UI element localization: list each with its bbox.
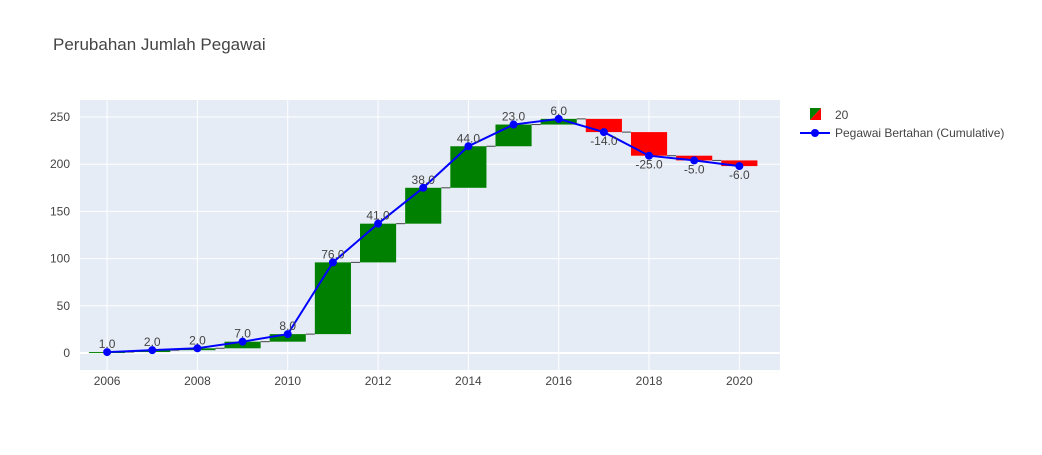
y-tick-label: 250 bbox=[50, 110, 70, 124]
y-tick-label: 0 bbox=[63, 346, 70, 360]
y-tick-label: 50 bbox=[57, 299, 71, 313]
cumulative-line-point bbox=[735, 162, 744, 171]
chart-title: Perubahan Jumlah Pegawai bbox=[53, 35, 266, 54]
cumulative-line-point bbox=[554, 114, 563, 123]
y-tick-label: 100 bbox=[50, 252, 70, 266]
legend[interactable]: 20 Pegawai Bertahan (Cumulative) bbox=[800, 108, 1004, 140]
waterfall-bar bbox=[360, 223, 397, 263]
waterfall-bar bbox=[630, 132, 668, 156]
cumulative-line-point bbox=[509, 120, 518, 129]
x-tick-label: 2006 bbox=[94, 374, 121, 388]
x-axis: 2006 2008 2010 2012 2014 2016 2018 2020 bbox=[94, 374, 753, 388]
waterfall-bar bbox=[314, 262, 351, 335]
bar-value-label: 23.0 bbox=[502, 110, 526, 124]
legend-item-waterfall[interactable]: 20 bbox=[810, 108, 849, 122]
bar-value-label: -6.0 bbox=[729, 168, 750, 182]
bar-value-label: 8.0 bbox=[279, 319, 296, 333]
plot-area bbox=[80, 100, 780, 370]
cumulative-line-point bbox=[283, 330, 292, 339]
x-tick-label: 2008 bbox=[184, 374, 211, 388]
cumulative-line-point bbox=[193, 344, 202, 353]
bar-value-label: 1.0 bbox=[99, 337, 116, 351]
cumulative-line-point bbox=[645, 151, 654, 160]
cumulative-line-point bbox=[328, 258, 337, 267]
connectors bbox=[125, 118, 722, 353]
x-tick-label: 2012 bbox=[365, 374, 392, 388]
cumulative-line-point bbox=[599, 128, 608, 137]
x-tick-label: 2020 bbox=[726, 374, 753, 388]
cumulative-line-point bbox=[148, 346, 157, 355]
cumulative-line-point bbox=[103, 348, 112, 357]
data-labels: 1.0 2.0 2.0 7.0 8.0 76.0 41.0 38.0 44.0 23.0 6.0 -1… bbox=[99, 104, 750, 351]
bar-value-label: 76.0 bbox=[321, 247, 345, 261]
legend-marker-swatch bbox=[811, 129, 819, 137]
bar-value-label: 2.0 bbox=[189, 333, 206, 347]
x-tick-label: 2010 bbox=[274, 374, 301, 388]
bar-value-label: -5.0 bbox=[684, 162, 705, 176]
cumulative-line-point bbox=[690, 156, 699, 165]
cumulative-line bbox=[103, 114, 744, 357]
legend-label-cumulative: Pegawai Bertahan (Cumulative) bbox=[835, 126, 1004, 140]
bar-value-label: 7.0 bbox=[234, 327, 251, 341]
legend-item-cumulative-line[interactable]: Pegawai Bertahan (Cumulative) bbox=[800, 126, 1004, 140]
legend-swatch-decreasing bbox=[810, 108, 821, 120]
x-tick-label: 2014 bbox=[455, 374, 482, 388]
y-tick-label: 150 bbox=[50, 204, 70, 218]
bar-value-label: 44.0 bbox=[457, 131, 481, 145]
y-axis: 0 50 100 150 200 250 bbox=[50, 110, 70, 360]
x-tick-label: 2018 bbox=[636, 374, 663, 388]
cumulative-line-point bbox=[419, 183, 428, 192]
y-tick-label: 200 bbox=[50, 157, 70, 171]
waterfall-bar bbox=[450, 146, 487, 188]
legend-label-waterfall: 20 bbox=[835, 108, 849, 122]
bar-value-label: -25.0 bbox=[635, 158, 663, 172]
bar-value-label: -14.0 bbox=[590, 134, 618, 148]
cumulative-line-point bbox=[374, 219, 383, 228]
bar-value-label: 2.0 bbox=[144, 335, 161, 349]
bar-value-label: 6.0 bbox=[550, 104, 567, 118]
x-tick-label: 2016 bbox=[545, 374, 572, 388]
waterfall-bar bbox=[405, 187, 442, 224]
bar-value-label: 41.0 bbox=[366, 209, 390, 223]
cumulative-line-point bbox=[238, 337, 247, 346]
cumulative-line-point bbox=[464, 142, 473, 151]
bar-value-label: 38.0 bbox=[412, 173, 436, 187]
